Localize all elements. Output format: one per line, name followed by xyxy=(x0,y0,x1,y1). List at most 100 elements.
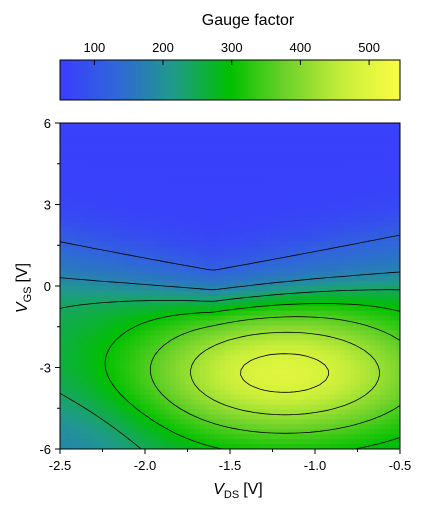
heatmap-cell xyxy=(110,192,116,198)
heatmap-cell xyxy=(75,221,81,228)
heatmap-cell xyxy=(345,246,351,253)
heatmap-cell xyxy=(90,345,96,351)
heatmap-cell xyxy=(80,325,86,332)
heatmap-cell xyxy=(140,251,146,257)
heatmap-cell xyxy=(175,360,181,366)
heatmap-cell xyxy=(105,276,111,282)
heatmap-cell xyxy=(320,167,326,173)
heatmap-cell xyxy=(375,444,381,449)
heatmap-cell xyxy=(265,369,271,376)
heatmap-cell xyxy=(185,286,191,292)
heatmap-cell xyxy=(75,271,81,277)
heatmap-cell xyxy=(85,360,91,366)
heatmap-cell xyxy=(155,142,161,149)
heatmap-cell xyxy=(290,340,296,346)
heatmap-cell xyxy=(235,350,241,356)
heatmap-cell xyxy=(340,419,346,425)
heatmap-cell xyxy=(285,246,291,253)
heatmap-cell xyxy=(340,424,346,430)
heatmap-cell xyxy=(185,187,191,193)
heatmap-cell xyxy=(305,310,311,317)
heatmap-cell xyxy=(220,300,226,307)
heatmap-cell xyxy=(345,409,351,416)
heatmap-cell xyxy=(155,236,161,243)
heatmap-cell xyxy=(105,394,111,401)
heatmap-cell xyxy=(375,162,381,169)
heatmap-cell xyxy=(205,132,211,139)
heatmap-cell xyxy=(250,276,256,282)
heatmap-cell xyxy=(265,271,271,277)
heatmap-cell xyxy=(190,211,196,218)
heatmap-cell xyxy=(120,379,126,386)
heatmap-cell xyxy=(105,295,111,302)
heatmap-cell xyxy=(160,236,166,243)
heatmap-cell xyxy=(295,261,301,267)
heatmap-cell xyxy=(340,231,346,238)
heatmap-cell xyxy=(355,211,361,218)
heatmap-cell xyxy=(185,315,191,322)
heatmap-cell xyxy=(325,123,331,129)
heatmap-cell xyxy=(65,187,71,193)
heatmap-cell xyxy=(275,295,281,302)
heatmap-cell xyxy=(300,439,306,445)
heatmap-cell xyxy=(135,439,141,445)
heatmap-cell xyxy=(385,202,391,208)
y-axis: 630-3-6 xyxy=(39,116,60,457)
heatmap-cell xyxy=(145,236,151,243)
heatmap-cell xyxy=(230,414,236,420)
heatmap-cell xyxy=(295,320,301,327)
heatmap-cell xyxy=(180,290,186,297)
heatmap-cell xyxy=(255,256,261,262)
heatmap-cell xyxy=(150,325,156,332)
heatmap-cell xyxy=(135,241,141,248)
heatmap-cell xyxy=(165,360,171,366)
heatmap-cell xyxy=(270,439,276,445)
heatmap-cell xyxy=(290,147,296,154)
heatmap-cell xyxy=(260,221,266,228)
heatmap-cell xyxy=(105,384,111,391)
heatmap-cell xyxy=(280,261,286,267)
heatmap-cell xyxy=(345,221,351,228)
heatmap-cell xyxy=(215,167,221,173)
heatmap-cell xyxy=(310,379,316,386)
heatmap-cell xyxy=(195,137,201,144)
heatmap-cell xyxy=(150,251,156,257)
heatmap-cell xyxy=(280,276,286,282)
heatmap-cell xyxy=(210,330,216,336)
heatmap-cell xyxy=(220,290,226,297)
heatmap-cell xyxy=(260,157,266,164)
heatmap-cell xyxy=(265,132,271,139)
heatmap-cell xyxy=(395,305,400,312)
heatmap-cell xyxy=(180,127,186,134)
heatmap-cell xyxy=(145,202,151,208)
heatmap-cell xyxy=(90,276,96,282)
heatmap-cell xyxy=(375,315,381,322)
heatmap-cell xyxy=(115,310,121,317)
heatmap-cell xyxy=(190,206,196,213)
heatmap-cell xyxy=(230,419,236,425)
heatmap-cell xyxy=(350,266,356,272)
heatmap-cell xyxy=(315,320,321,327)
heatmap-cell xyxy=(170,419,176,425)
heatmap-cell xyxy=(270,246,276,253)
heatmap-cell xyxy=(340,399,346,406)
heatmap-cell xyxy=(195,374,201,381)
x-axis-label-sub: DS xyxy=(224,489,239,501)
heatmap-cell xyxy=(275,320,281,327)
heatmap-cell xyxy=(385,236,391,243)
colorbar xyxy=(59,59,401,101)
heatmap-cell xyxy=(380,221,386,228)
heatmap-cell xyxy=(210,360,216,366)
heatmap-cell xyxy=(350,409,356,416)
heatmap-cell xyxy=(145,365,151,371)
heatmap-cell xyxy=(285,379,291,386)
heatmap-cell xyxy=(225,350,231,356)
heatmap-cell xyxy=(320,147,326,154)
heatmap-cell xyxy=(145,187,151,193)
heatmap-cell xyxy=(235,419,241,425)
heatmap-cell xyxy=(150,197,156,203)
heatmap-cell xyxy=(255,123,261,129)
heatmap-cell xyxy=(170,355,176,361)
heatmap-cell xyxy=(65,414,71,420)
heatmap-cell xyxy=(305,409,311,416)
